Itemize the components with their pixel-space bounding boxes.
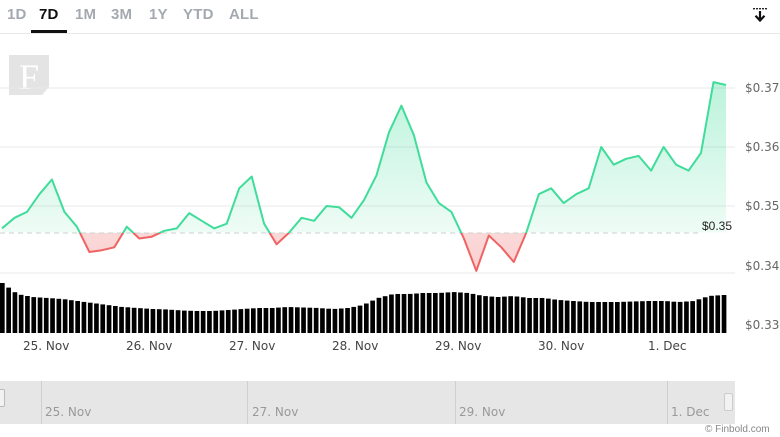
x-tick-label: 29. Nov <box>435 339 482 353</box>
navigator-handle-left[interactable] <box>0 389 5 407</box>
svg-text:F: F <box>19 57 39 95</box>
tab-all[interactable]: ALL <box>229 6 259 23</box>
baseline-price-label: $0.35 <box>702 219 733 233</box>
credit-text: © Finbold.com <box>705 424 770 435</box>
price-area-up <box>2 82 726 233</box>
tab-ytd[interactable]: YTD <box>183 6 214 23</box>
tab-1m[interactable]: 1M <box>75 6 97 23</box>
y-tick-label: $0.34 <box>745 259 780 273</box>
y-tick-label: $0.36 <box>745 140 780 154</box>
x-tick-label: 27. Nov <box>229 339 276 353</box>
tab-1d[interactable]: 1D <box>7 6 27 23</box>
range-navigator[interactable]: 25. Nov 27. Nov 29. Nov 1. Dec <box>0 381 735 424</box>
tab-3m[interactable]: 3M <box>111 6 133 23</box>
x-tick-label: 30. Nov <box>538 339 585 353</box>
tab-7d[interactable]: 7D <box>39 6 59 23</box>
download-icon <box>753 8 767 23</box>
navigator-handle-right[interactable] <box>724 393 733 411</box>
y-tick-label: $0.35 <box>745 199 780 213</box>
download-button[interactable] <box>750 5 770 25</box>
navigator-gridline <box>247 381 248 424</box>
navigator-gridline <box>455 381 456 424</box>
navigator-x-label: 25. Nov <box>45 405 92 419</box>
tab-1y[interactable]: 1Y <box>149 6 168 23</box>
price-line-down <box>78 233 528 272</box>
navigator-x-label: 27. Nov <box>252 405 299 419</box>
active-tab-indicator <box>31 30 67 33</box>
price-area-down <box>80 233 527 271</box>
range-tabs: 1D 7D 1M 3M 1Y YTD ALL <box>0 0 780 34</box>
y-tick-label: $0.33 <box>745 318 780 332</box>
navigator-x-label: 1. Dec <box>671 405 710 419</box>
x-tick-label: 28. Nov <box>332 339 379 353</box>
navigator-gridline <box>667 381 668 424</box>
finbold-logo: F <box>9 55 49 97</box>
y-tick-label: $0.37 <box>745 81 780 95</box>
navigator-gridline <box>41 381 42 424</box>
navigator-x-label: 29. Nov <box>459 405 506 419</box>
x-tick-label: 26. Nov <box>126 339 173 353</box>
volume-bars <box>0 283 727 333</box>
x-tick-label: 1. Dec <box>648 339 687 353</box>
price-line-up <box>1 81 727 233</box>
x-tick-label: 25. Nov <box>23 339 70 353</box>
